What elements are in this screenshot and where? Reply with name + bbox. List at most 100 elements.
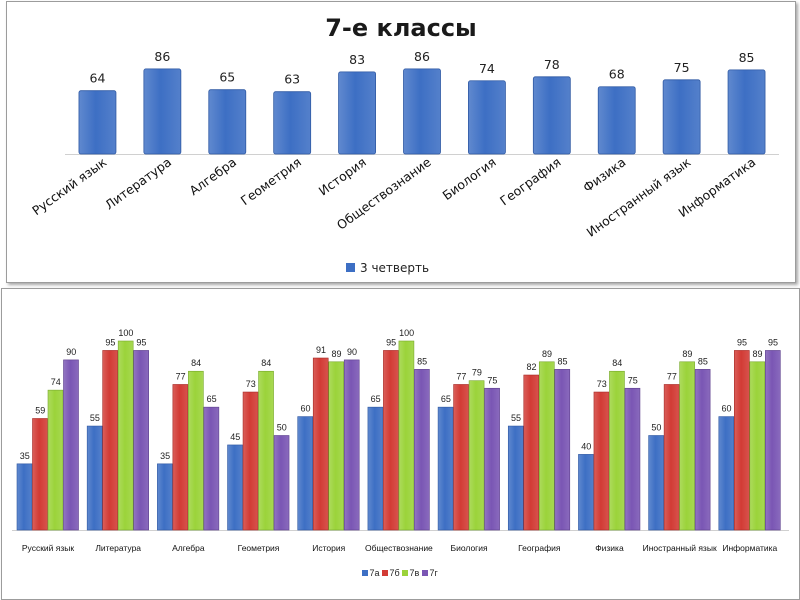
data-label-10-0: 60 [722, 404, 732, 414]
category-label-2: Алгебра [172, 543, 205, 553]
data-label-4-0: 60 [300, 404, 310, 414]
data-label-7-2: 89 [542, 349, 552, 359]
category-label-8: Физика [580, 154, 628, 195]
bar-9-2 [679, 361, 695, 531]
bar-5-1 [383, 350, 399, 531]
legend-label-0: 3 четверть [360, 261, 429, 275]
bar-4-0 [297, 416, 314, 531]
bar-4-2 [328, 361, 345, 531]
bar-6-0 [437, 406, 454, 531]
category-label-9: Иностранный язык [584, 154, 694, 240]
legend-swatch-1 [382, 570, 388, 576]
legend-swatch-0 [346, 263, 355, 272]
data-label-1-1: 95 [105, 337, 115, 347]
data-label-6-1: 77 [456, 371, 466, 381]
data-label-9-3: 85 [698, 356, 708, 366]
bar-0 [78, 90, 117, 155]
data-label-4: 83 [349, 52, 365, 67]
data-label-9-0: 50 [651, 423, 661, 433]
data-label-8-2: 84 [612, 358, 622, 368]
data-label-3-3: 50 [277, 423, 287, 433]
bar-2-3 [203, 406, 220, 531]
bar-2-0 [157, 463, 173, 531]
bar-7-2 [538, 361, 555, 531]
bar-10-3 [765, 350, 781, 531]
bar-4-3 [343, 359, 360, 531]
data-label-2-2: 84 [191, 358, 201, 368]
bar-1-1 [102, 350, 118, 531]
category-label-6: Биология [451, 543, 488, 553]
bar-0-3 [63, 359, 79, 531]
data-label-2-0: 35 [160, 451, 170, 461]
data-label-1-3: 95 [136, 337, 146, 347]
bar-2-2 [188, 370, 204, 531]
data-label-0-3: 90 [66, 347, 76, 357]
data-label-9-1: 77 [667, 371, 677, 381]
bar-8-3 [624, 387, 641, 531]
legend-label-2: 7в [410, 568, 420, 578]
legend-swatch-2 [402, 570, 408, 576]
category-label-1: Литература [102, 154, 174, 212]
data-label-4-3: 90 [347, 347, 357, 357]
category-label-4: История [312, 543, 345, 553]
bar-5-2 [398, 340, 415, 531]
data-label-10: 85 [739, 50, 755, 65]
bar-1-2 [117, 340, 134, 531]
legend-label-0: 7а [370, 568, 380, 578]
data-label-3: 63 [284, 72, 300, 87]
bar-7-3 [554, 369, 571, 531]
chart-7-classes-quarter: 7-е классы 64 Русский язык 86 Литература 65 Ал… [29, 14, 779, 275]
data-label-1-0: 55 [90, 413, 100, 423]
bar-5-0 [367, 406, 384, 531]
category-label-1: Литература [95, 543, 141, 553]
bar-10-0 [718, 416, 735, 531]
bar-0-0 [16, 463, 33, 531]
data-label-0: 64 [90, 71, 106, 86]
bar-0-1 [32, 418, 48, 531]
bar-2-1 [172, 384, 189, 531]
category-label-2: Алгебра [186, 154, 239, 198]
data-label-3-0: 45 [230, 432, 240, 442]
bar-0-2 [47, 389, 64, 531]
bar-3-0 [227, 444, 243, 531]
bar-8-2 [609, 370, 625, 531]
bar-4-1 [312, 357, 329, 531]
category-label-0: Русский язык [22, 543, 75, 553]
bar-2 [208, 89, 247, 155]
legend-label-1: 7б [390, 568, 400, 578]
bar-10 [727, 69, 766, 155]
bar-1-3 [133, 350, 149, 531]
data-label-4-1: 91 [316, 345, 326, 355]
bar-4 [338, 71, 376, 155]
bar-10-1 [734, 350, 750, 531]
data-label-10-3: 95 [768, 337, 778, 347]
bar-5-3 [414, 369, 430, 531]
bar-1-0 [86, 425, 103, 531]
bar-3-1 [242, 391, 259, 531]
data-label-3-1: 73 [246, 379, 256, 389]
bar-6-1 [453, 384, 469, 531]
legend-swatch-3 [422, 570, 428, 576]
data-label-0-0: 35 [20, 451, 30, 461]
data-label-8: 68 [609, 67, 625, 82]
data-label-1-2: 100 [118, 328, 133, 338]
data-label-6-0: 65 [441, 394, 451, 404]
bar-1 [143, 68, 182, 155]
data-label-0-2: 74 [51, 377, 61, 387]
bar-8-1 [593, 391, 610, 531]
data-label-7: 78 [544, 57, 560, 72]
chart-panel-top: 7-е классы 64 Русский язык 86 Литература 65 Ал… [6, 1, 796, 283]
chart-title: 7-е классы [325, 14, 477, 42]
bar-3 [273, 91, 312, 155]
data-label-7-0: 55 [511, 413, 521, 423]
bar-8 [597, 86, 636, 155]
bar-9-3 [694, 369, 711, 531]
data-label-6-2: 79 [472, 368, 482, 378]
category-label-9: Иностранный язык [643, 543, 717, 553]
data-label-1: 86 [154, 49, 170, 64]
data-label-5-2: 100 [399, 328, 414, 338]
data-label-2: 65 [219, 70, 235, 85]
bar-6 [468, 80, 506, 155]
bar-7-0 [507, 425, 524, 531]
